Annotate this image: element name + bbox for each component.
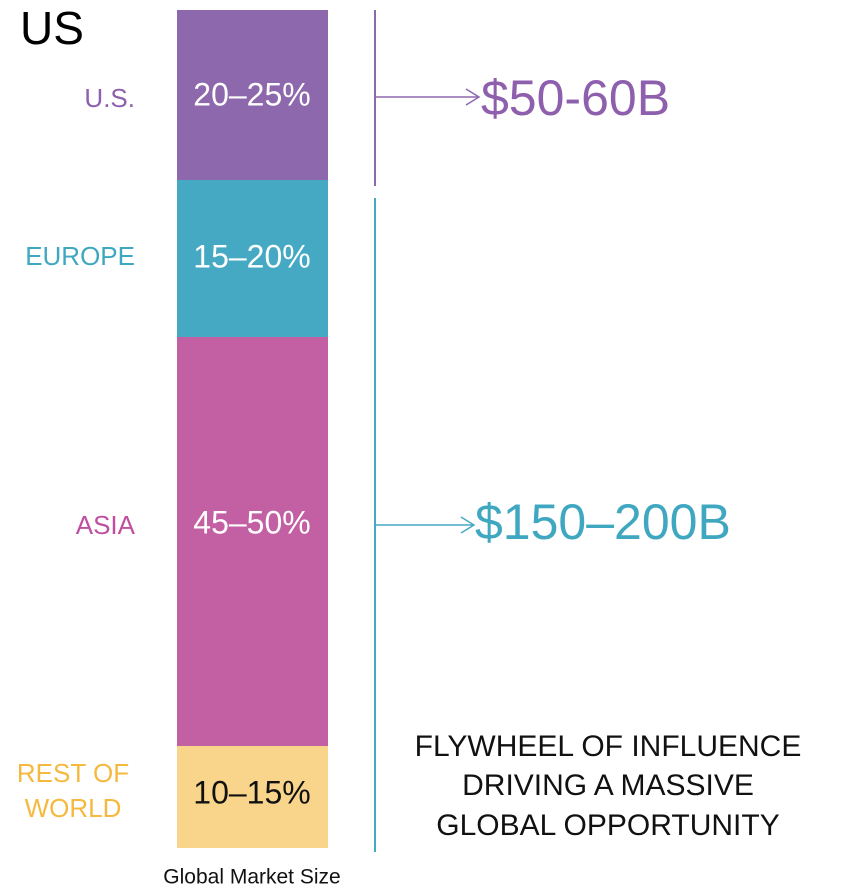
bar-label: Global Market Size [163,866,340,889]
segment-asia [177,337,328,746]
arrow-head [465,88,481,106]
callout: $50-60B [481,70,670,126]
region-label: ASIA [76,510,136,540]
callout: $150–200B [475,494,731,550]
title: US [20,2,84,54]
segment-rest-of-world [177,746,328,848]
segment-share: 10–15% [193,774,310,810]
segment-share: 20–25% [193,76,310,112]
tagline: GLOBAL OPPORTUNITY [436,809,779,842]
segment-us [177,10,328,180]
tagline: FLYWHEEL OF INFLUENCE [415,730,802,763]
tagline: DRIVING A MASSIVE [462,769,754,802]
segment-share: 15–20% [193,238,310,274]
arrow-head [460,516,476,534]
segment-share: 45–50% [193,504,310,540]
region-label: EUROPE [25,241,135,271]
region-label: REST OF [17,758,129,788]
segment-europe [177,180,328,337]
region-label: WORLD [25,793,122,823]
region-label: U.S. [84,83,135,113]
